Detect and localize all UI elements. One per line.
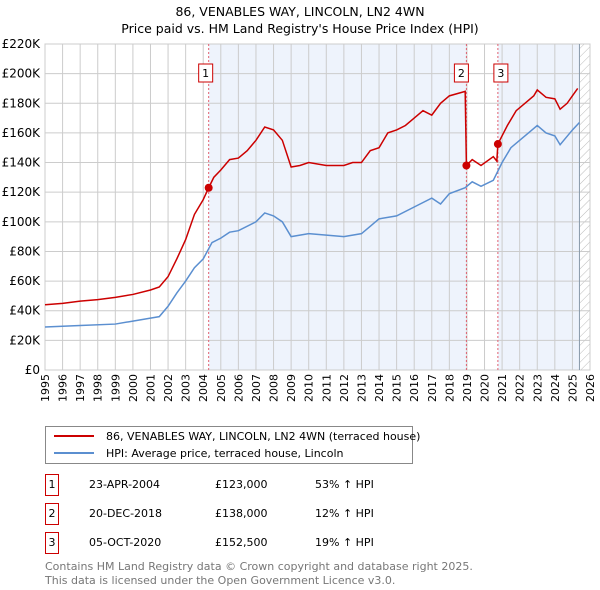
property-price-line <box>44 88 579 306</box>
transaction-price: £152,500 <box>215 536 268 549</box>
x-tick-label: 2020 <box>479 374 492 402</box>
x-tick-label: 2008 <box>268 374 281 402</box>
sale-point <box>204 183 213 192</box>
x-tick-label: 1998 <box>92 374 105 402</box>
x-tick-label: 2002 <box>162 374 175 402</box>
y-tick-label: £20K <box>9 333 41 347</box>
x-tick-label: 2006 <box>232 374 245 402</box>
footer-licence: This data is licensed under the Open Gov… <box>45 574 396 587</box>
x-tick-label: 2017 <box>426 374 439 402</box>
x-tick-label: 2011 <box>320 374 333 402</box>
legend-swatch-red <box>54 435 94 437</box>
x-tick-label: 2024 <box>549 374 562 402</box>
plot-border <box>44 43 591 371</box>
sale-label: 3 <box>497 67 504 80</box>
sale-label-box <box>453 63 469 83</box>
x-tick-label: 2022 <box>514 374 527 402</box>
transaction-hpi-change: 19% ↑ HPI <box>315 536 374 549</box>
y-tick-label: £160K <box>2 126 42 140</box>
x-tick-label: 2009 <box>285 374 298 402</box>
transaction-price: £138,000 <box>215 507 268 520</box>
x-tick-label: 2023 <box>531 374 544 402</box>
x-tick-label: 2003 <box>180 374 193 402</box>
transaction-date: 20-DEC-2018 <box>89 507 163 520</box>
transaction-hpi-change: 53% ↑ HPI <box>315 478 374 491</box>
legend-item-property: 86, VENABLES WAY, LINCOLN, LN2 4WN (terr… <box>54 428 420 444</box>
hpi-line <box>44 122 580 328</box>
chart-title: 86, VENABLES WAY, LINCOLN, LN2 4WN <box>175 4 425 19</box>
x-tick-label: 2012 <box>338 374 351 402</box>
x-tick-label: 2016 <box>408 374 421 402</box>
x-tick-label: 2007 <box>250 374 263 402</box>
y-tick-label: £40K <box>9 304 41 318</box>
y-tick-label: £140K <box>2 156 42 170</box>
forecast-hatch <box>579 44 590 370</box>
x-tick-label: 2021 <box>496 374 509 402</box>
y-tick-label: £80K <box>9 244 41 258</box>
sale-label-box <box>198 63 214 83</box>
chart-subtitle: Price paid vs. HM Land Registry's House … <box>121 21 479 36</box>
legend-label: HPI: Average price, terraced house, Linc… <box>106 446 344 460</box>
y-tick-label: £100K <box>2 215 42 229</box>
x-tick-label: 2018 <box>443 374 456 402</box>
ownership-shading-2 <box>497 44 580 370</box>
y-tick-label: £200K <box>2 67 42 81</box>
x-tick-label: 2010 <box>303 374 316 402</box>
x-tick-label: 1997 <box>74 374 87 402</box>
legend-swatch-blue <box>54 452 94 454</box>
chart-legend: 86, VENABLES WAY, LINCOLN, LN2 4WN (terr… <box>45 426 420 464</box>
sale-point <box>493 140 502 149</box>
y-tick-label: £120K <box>2 185 42 199</box>
y-tick-label: £60K <box>9 274 41 288</box>
legend-item-hpi: HPI: Average price, terraced house, Linc… <box>54 445 343 461</box>
x-tick-label: 2013 <box>355 374 368 402</box>
legend-label: 86, VENABLES WAY, LINCOLN, LN2 4WN (terr… <box>106 429 421 443</box>
x-tick-label: 2014 <box>373 374 386 402</box>
x-tick-label: 1995 <box>39 374 52 402</box>
transaction-date: 23-APR-2004 <box>89 478 161 491</box>
ownership-shading-1 <box>208 44 467 370</box>
x-tick-label: 2000 <box>127 374 140 402</box>
x-tick-label: 2001 <box>144 374 157 402</box>
footer-copyright: Contains HM Land Registry data © Crown c… <box>45 560 473 573</box>
y-tick-label: £220K <box>2 37 42 51</box>
x-tick-label: 2005 <box>215 374 228 402</box>
x-tick-label: 2015 <box>391 374 404 402</box>
sale-label-box <box>493 63 509 83</box>
sale-label: 1 <box>202 67 209 80</box>
sale-point <box>462 161 471 170</box>
x-tick-label: 2026 <box>584 374 597 402</box>
transaction-price: £123,000 <box>215 478 268 491</box>
transaction-number: 2 <box>45 503 59 525</box>
transaction-date: 05-OCT-2020 <box>89 536 162 549</box>
x-tick-label: 2019 <box>461 374 474 402</box>
transaction-number: 1 <box>45 474 59 496</box>
transaction-number: 3 <box>45 532 59 554</box>
x-tick-label: 2004 <box>197 374 210 402</box>
transaction-hpi-change: 12% ↑ HPI <box>315 507 374 520</box>
x-tick-label: 1996 <box>57 374 70 402</box>
y-tick-label: £0 <box>25 363 40 377</box>
x-tick-label: 1999 <box>109 374 122 402</box>
x-tick-label: 2025 <box>566 374 579 402</box>
price-chart: 1995 1996 1997 1998 1999 2000 2001 2002 2003 2004… <box>2 37 597 402</box>
sale-label: 2 <box>458 67 465 80</box>
y-tick-label: £180K <box>2 96 42 110</box>
